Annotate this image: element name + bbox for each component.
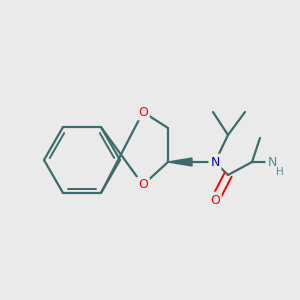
Text: O: O	[138, 178, 148, 191]
Text: H: H	[276, 167, 284, 177]
Polygon shape	[168, 158, 192, 166]
Text: N: N	[210, 155, 220, 169]
Text: O: O	[138, 106, 148, 118]
Text: O: O	[210, 194, 220, 206]
Text: N: N	[267, 155, 277, 169]
